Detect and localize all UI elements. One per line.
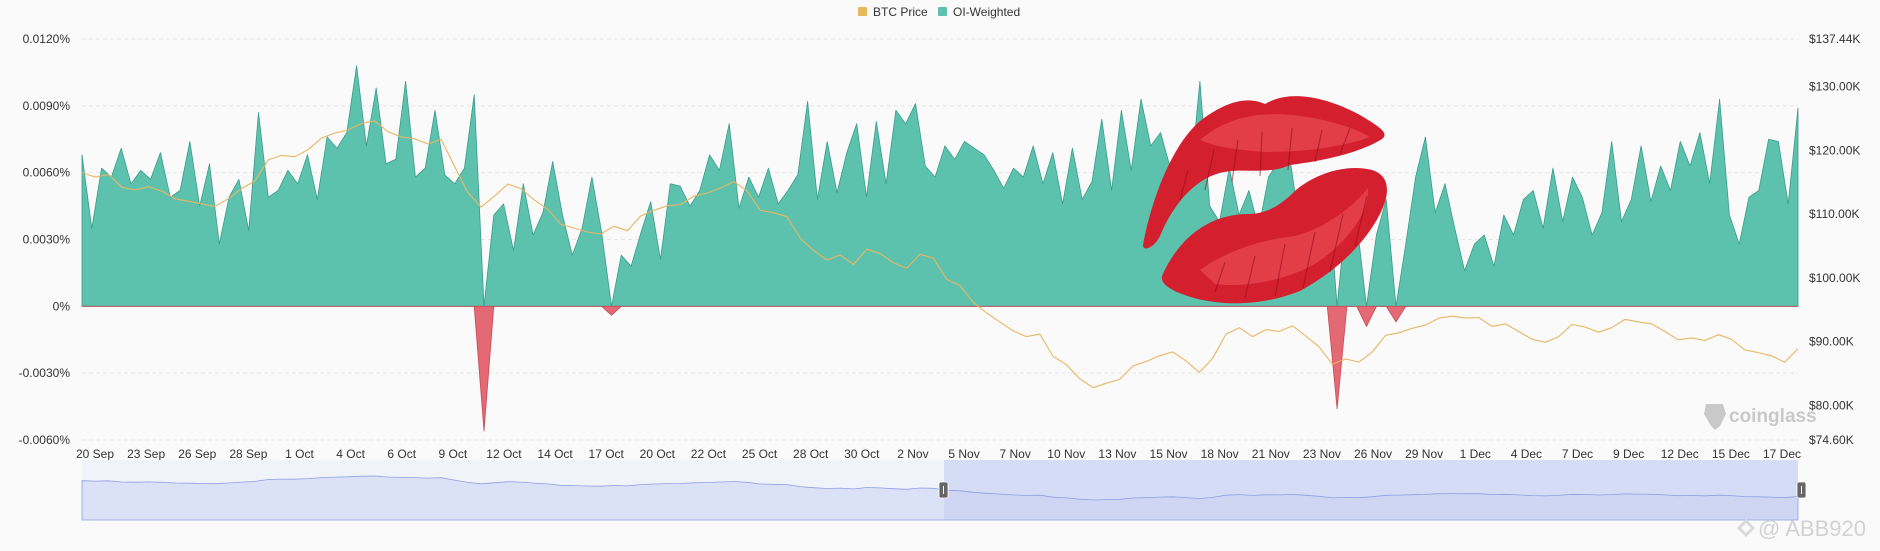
funding-rate-positive-area [81, 65, 1799, 307]
lower-lip-shine [1200, 188, 1369, 286]
x-tick-label: 13 Nov [1098, 447, 1136, 461]
x-tick-label: 25 Oct [742, 447, 778, 461]
plot-area [81, 65, 1799, 432]
x-tick-label: 7 Nov [1000, 447, 1031, 461]
legend-swatch-btc-price [858, 7, 867, 16]
x-tick-label: 9 Dec [1613, 447, 1644, 461]
btc-price-line [81, 120, 1799, 389]
x-tick-label: 15 Nov [1150, 447, 1188, 461]
x-tick-label: 21 Nov [1252, 447, 1290, 461]
y-left-tick-label: -0.0030% [19, 366, 71, 380]
x-tick-label: 20 Oct [640, 447, 676, 461]
legend-label-oi-weighted[interactable]: OI-Weighted [953, 5, 1020, 19]
x-tick-label: 1 Dec [1460, 447, 1491, 461]
x-tick-label: 17 Oct [589, 447, 625, 461]
x-tick-label: 4 Oct [336, 447, 365, 461]
y-right-tick-label: $110.00K [1809, 207, 1860, 221]
y-right-tick-label: $74.60K [1809, 433, 1854, 447]
y-right-tick-label: $80.00K [1809, 399, 1854, 413]
coinglass-watermark: coinglass [1704, 404, 1817, 430]
range-navigator[interactable] [81, 460, 1807, 521]
y-left-tick-label: 0% [53, 299, 71, 313]
y-left-tick-label: 0.0120% [23, 32, 71, 46]
x-tick-label: 14 Oct [537, 447, 573, 461]
x-tick-label: 17 Dec [1763, 447, 1801, 461]
upper-lip-shine [1200, 114, 1370, 152]
legend-swatch-oi-weighted [938, 7, 947, 16]
y-right-tick-label: $100.00K [1809, 271, 1860, 285]
y-right-tick-label: $137.44K [1809, 32, 1860, 46]
y-left-tick-label: 0.0030% [23, 233, 71, 247]
credit-text: @ ABB920 [1758, 516, 1866, 541]
coinglass-logo-icon [1704, 404, 1726, 430]
watermark-text: coinglass [1729, 406, 1817, 427]
x-tick-label: 9 Oct [439, 447, 468, 461]
x-tick-label: 28 Sep [229, 447, 267, 461]
x-tick-label: 26 Nov [1354, 447, 1392, 461]
x-tick-label: 22 Oct [691, 447, 727, 461]
y-right-tick-label: $130.00K [1809, 79, 1860, 93]
x-axis: 20 Sep 23 Sep 26 Sep 28 Sep 1 Oct 4 Oct 6 Oct 9… [76, 447, 1801, 461]
x-tick-label: 2 Nov [897, 447, 928, 461]
y-left-tick-label: -0.0060% [19, 433, 71, 447]
y-left-tick-label: 0.0060% [23, 166, 71, 180]
x-tick-label: 10 Nov [1047, 447, 1085, 461]
funding-rate-negative-area [81, 305, 1799, 432]
credit-overlay: @ ABB920 [1737, 516, 1866, 541]
x-tick-label: 18 Nov [1201, 447, 1239, 461]
logo-icon [1737, 519, 1755, 537]
x-tick-label: 7 Dec [1562, 447, 1593, 461]
legend-label-btc-price[interactable]: BTC Price [873, 5, 928, 19]
navigator-handle-left[interactable] [938, 481, 949, 499]
x-tick-label: 28 Oct [793, 447, 829, 461]
lips-sticker [1143, 96, 1387, 304]
navigator-handle-right[interactable] [1796, 481, 1807, 499]
x-tick-label: 5 Nov [948, 447, 979, 461]
x-tick-label: 6 Oct [387, 447, 416, 461]
x-tick-label: 23 Sep [127, 447, 165, 461]
x-tick-label: 15 Dec [1712, 447, 1750, 461]
x-tick-label: 1 Oct [285, 447, 314, 461]
x-tick-label: 26 Sep [178, 447, 216, 461]
lip-creases [1179, 127, 1368, 299]
y-axis-left: 0.0120% 0.0090% 0.0060% 0.0030% 0% -0.0030% -0… [19, 32, 71, 447]
x-tick-label: 20 Sep [76, 447, 114, 461]
y-left-tick-label: 0.0090% [23, 99, 71, 113]
x-tick-label: 12 Oct [486, 447, 522, 461]
x-tick-label: 29 Nov [1405, 447, 1443, 461]
x-tick-label: 4 Dec [1511, 447, 1542, 461]
x-tick-label: 30 Oct [844, 447, 880, 461]
x-tick-label: 12 Dec [1661, 447, 1699, 461]
y-right-tick-label: $120.00K [1809, 143, 1860, 157]
y-axis-right: $137.44K $130.00K $120.00K $110.00K $100.00K… [1809, 32, 1860, 447]
y-right-tick-label: $90.00K [1809, 335, 1854, 349]
legend[interactable]: BTC Price OI-Weighted [858, 5, 1020, 19]
x-tick-label: 23 Nov [1303, 447, 1341, 461]
